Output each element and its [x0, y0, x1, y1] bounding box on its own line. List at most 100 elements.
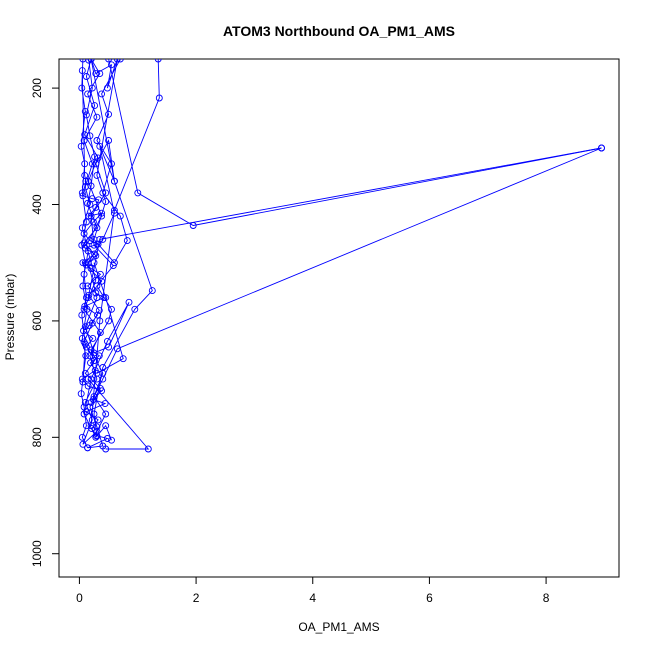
series-10	[84, 375, 152, 453]
series-line	[90, 59, 602, 403]
data-point	[102, 422, 110, 430]
data-point	[81, 131, 89, 139]
data-point	[78, 189, 86, 197]
data-point	[96, 329, 104, 337]
data-point	[102, 445, 110, 453]
data-point	[87, 422, 95, 430]
data-point	[82, 422, 90, 430]
data-point	[105, 137, 113, 144]
series-line	[81, 59, 130, 445]
data-point	[93, 369, 101, 377]
data-point	[101, 400, 109, 408]
data-point	[77, 390, 85, 398]
data-point	[100, 294, 108, 302]
data-point	[88, 160, 96, 168]
y-tick-label: 1000	[30, 540, 44, 567]
chart-title: ATOM3 Northbound OA_PM1_AMS	[223, 23, 455, 39]
series-6	[87, 59, 605, 406]
data-point	[123, 237, 131, 245]
series-line	[90, 59, 128, 264]
data-point	[99, 189, 107, 197]
data-point	[78, 84, 86, 92]
series-5	[87, 59, 156, 440]
data-point	[87, 182, 95, 190]
data-point	[93, 171, 101, 179]
data-point	[116, 212, 124, 220]
data-point	[77, 142, 85, 150]
data-point	[87, 398, 95, 406]
data-point	[87, 359, 94, 367]
data-point	[82, 73, 90, 80]
plot-area	[58, 58, 620, 578]
data-point	[103, 337, 111, 345]
data-point	[116, 59, 124, 63]
data-point	[86, 237, 94, 245]
x-tick-label: 4	[309, 591, 316, 605]
data-point	[81, 259, 89, 267]
data-point	[93, 282, 101, 290]
x-tick-label: 0	[76, 591, 83, 605]
data-point	[110, 177, 118, 185]
data-point	[80, 403, 88, 411]
data-point	[95, 306, 103, 314]
data-point	[94, 154, 102, 162]
data-point	[79, 259, 87, 267]
data-point	[144, 445, 152, 453]
data-point	[82, 177, 90, 185]
data-point	[96, 270, 104, 278]
data-point	[80, 230, 88, 238]
data-point	[108, 61, 115, 69]
data-point	[95, 196, 103, 204]
data-point	[92, 203, 100, 211]
data-point	[598, 144, 605, 152]
series-7	[87, 59, 163, 430]
data-point	[109, 262, 117, 270]
data-point	[78, 433, 86, 441]
data-point	[96, 235, 104, 243]
data-point	[88, 195, 96, 203]
series-line	[90, 59, 160, 426]
data-point	[81, 160, 89, 168]
data-point	[96, 70, 104, 78]
data-point	[79, 59, 87, 63]
data-point	[84, 294, 92, 302]
series-3	[87, 59, 131, 267]
data-point	[134, 189, 142, 197]
data-point	[81, 107, 89, 115]
data-point	[91, 102, 99, 110]
data-point	[90, 410, 98, 418]
data-point	[88, 84, 96, 92]
series-4	[77, 59, 92, 452]
data-point	[105, 110, 113, 118]
y-tick-label: 400	[30, 194, 44, 214]
data-point	[102, 410, 110, 418]
series-line	[87, 147, 602, 298]
data-point	[154, 59, 162, 63]
series-9	[90, 259, 127, 377]
data-point	[78, 334, 86, 342]
data-point	[81, 369, 89, 377]
data-point	[95, 352, 103, 360]
data-point	[91, 153, 99, 161]
data-point	[99, 375, 107, 383]
data-point	[108, 305, 115, 313]
series-line	[81, 60, 109, 449]
data-point	[91, 357, 99, 364]
data-point	[80, 327, 87, 335]
data-point	[148, 287, 156, 295]
x-tick-label: 8	[543, 591, 550, 605]
data-point	[89, 218, 97, 226]
data-point	[79, 282, 87, 290]
data-point	[92, 289, 100, 297]
data-point	[86, 132, 94, 140]
x-tick-label: 2	[193, 591, 200, 605]
data-point	[82, 352, 90, 360]
data-point	[93, 432, 101, 440]
data-point	[87, 59, 95, 63]
data-point	[80, 338, 88, 346]
data-point	[91, 250, 99, 258]
data-point	[84, 375, 92, 383]
data-point	[110, 206, 118, 214]
data-point	[93, 113, 101, 121]
